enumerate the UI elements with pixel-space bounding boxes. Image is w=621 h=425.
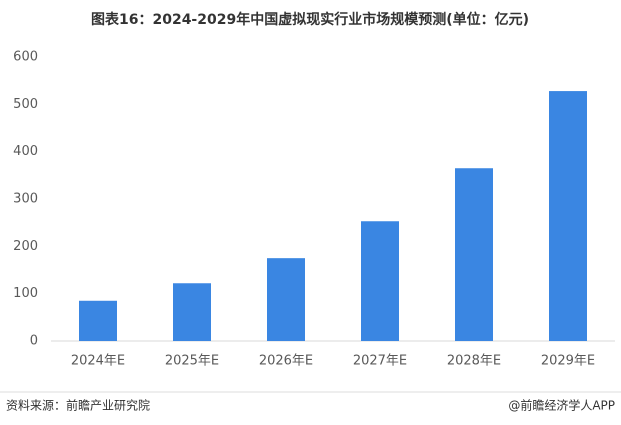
bar xyxy=(361,221,399,341)
y-tick-label: 500 xyxy=(13,97,38,112)
y-tick-label: 300 xyxy=(13,192,38,207)
x-tick-label: 2025年E xyxy=(165,354,219,369)
bar xyxy=(455,168,493,341)
x-tick-label: 2028年E xyxy=(447,354,501,369)
source: 资料来源：前瞻产业研究院 xyxy=(6,398,150,413)
bar xyxy=(267,258,305,341)
y-tick-label: 200 xyxy=(13,239,38,254)
x-tick-label: 2024年E xyxy=(71,354,125,369)
bar xyxy=(173,283,211,341)
x-tick-label: 2029年E xyxy=(541,354,595,369)
credit: @前瞻经济学人APP xyxy=(508,398,615,413)
y-tick-label: 600 xyxy=(13,50,38,65)
chart-title: 图表16：2024-2029年中国虚拟现实行业市场规模预测(单位：亿元) xyxy=(91,11,529,28)
bar xyxy=(79,300,117,341)
x-tick-label: 2026年E xyxy=(259,354,313,369)
y-tick-label: 100 xyxy=(13,286,38,301)
y-tick-label: 400 xyxy=(13,144,38,159)
bar xyxy=(549,91,587,341)
x-tick-label: 2027年E xyxy=(353,354,407,369)
y-tick-label: 0 xyxy=(30,334,38,349)
